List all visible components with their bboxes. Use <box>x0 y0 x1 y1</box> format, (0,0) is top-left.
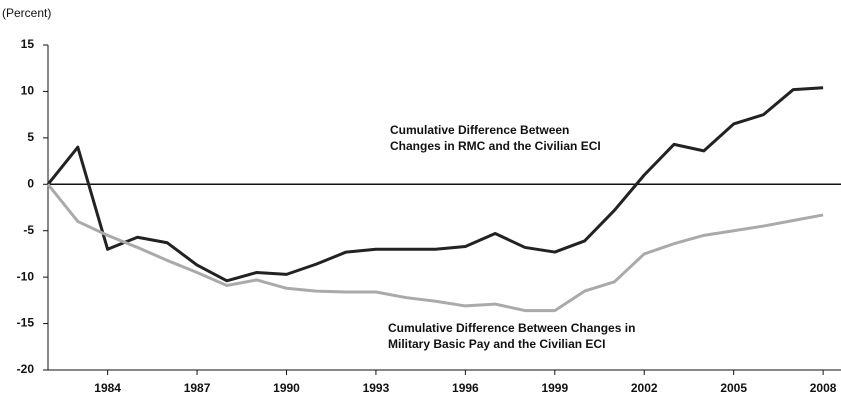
x-tick-label: 1993 <box>363 381 390 395</box>
x-tick-label: 1996 <box>452 381 479 395</box>
annotation: Military Basic Pay and the Civilian ECI <box>388 337 605 351</box>
x-tick-label: 1987 <box>184 381 211 395</box>
x-tick-label: 1984 <box>94 381 121 395</box>
y-tick-label: -10 <box>17 269 35 283</box>
y-tick-label: -20 <box>17 362 35 376</box>
y-tick-label: 5 <box>27 130 34 144</box>
series-line <box>46 86 824 283</box>
x-tick-label: 2008 <box>810 381 837 395</box>
annotation: Changes in RMC and the Civilian ECI <box>390 139 601 153</box>
x-tick-label: 2005 <box>720 381 747 395</box>
y-tick-label: 10 <box>21 84 35 98</box>
annotation: Cumulative Difference Between Changes in <box>388 321 635 335</box>
y-axis-label: (Percent) <box>2 6 51 20</box>
y-tick-label: 0 <box>27 176 34 190</box>
x-tick-label: 1990 <box>273 381 300 395</box>
y-tick-label: 15 <box>21 37 35 51</box>
series-line <box>46 183 824 313</box>
x-tick-label: 2002 <box>631 381 658 395</box>
y-tick-label: -15 <box>17 316 35 330</box>
y-tick-label: -5 <box>23 223 34 237</box>
annotation: Cumulative Difference Between <box>390 123 569 137</box>
x-tick-label: 1999 <box>541 381 568 395</box>
